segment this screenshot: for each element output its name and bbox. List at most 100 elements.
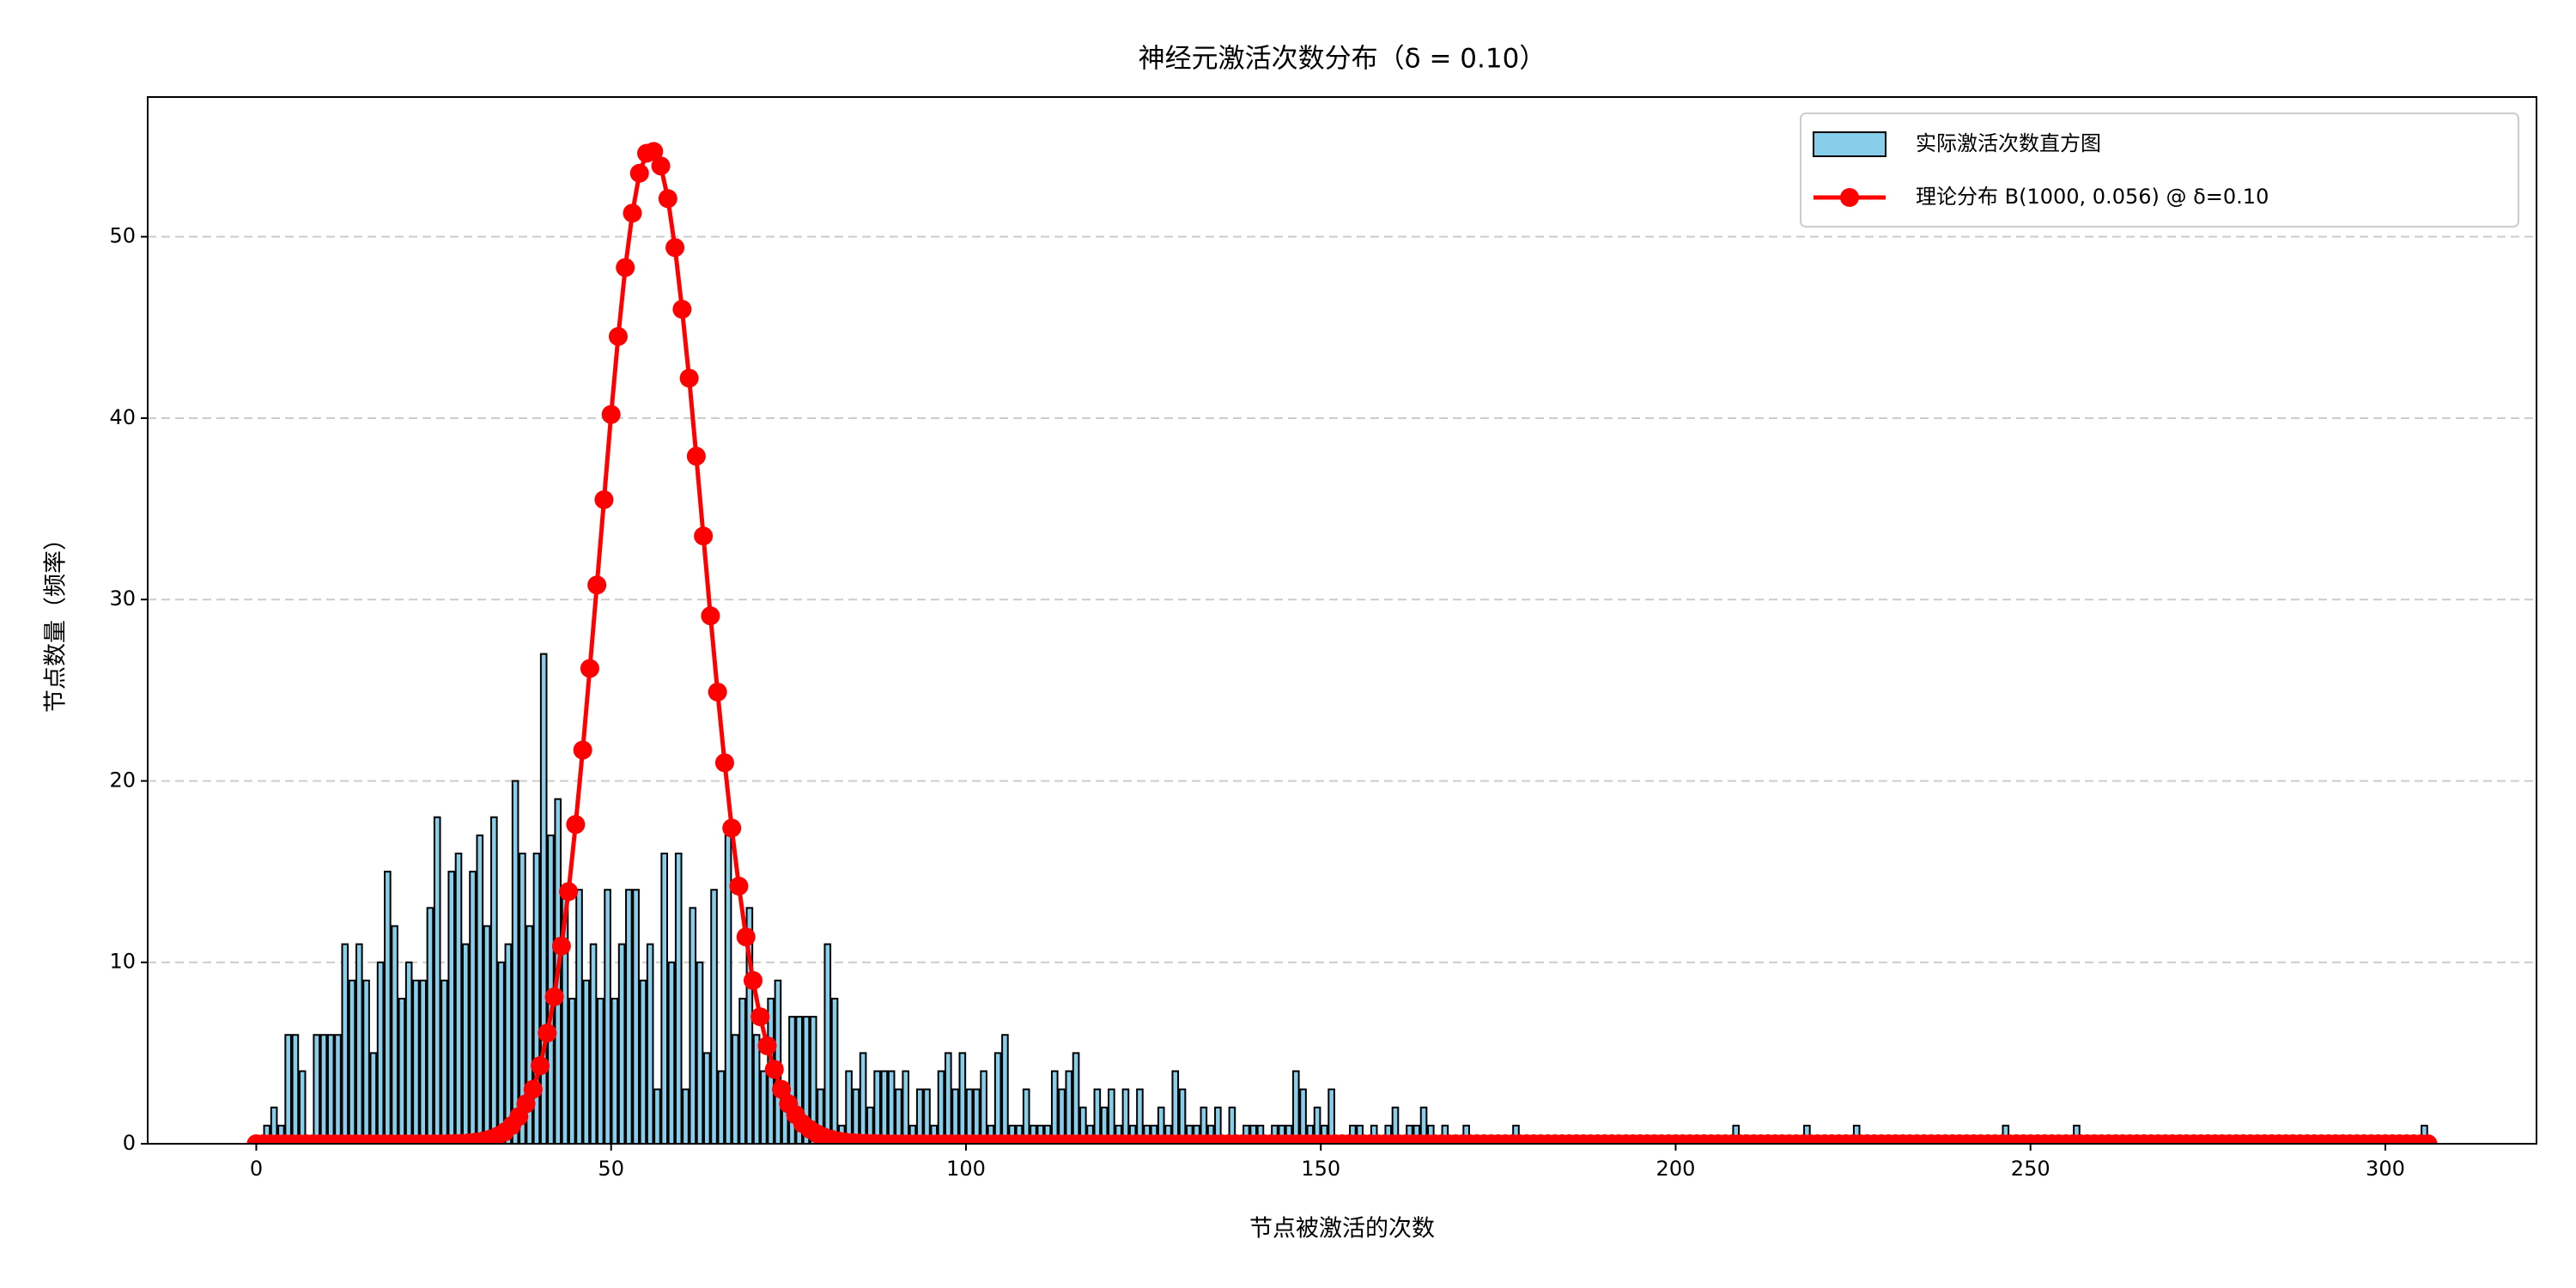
histogram-bar bbox=[696, 961, 704, 1144]
line-point bbox=[516, 1094, 536, 1114]
y-axis-label: 节点数量（频率） bbox=[43, 527, 70, 713]
x-axis-label: 节点被激活的次数 bbox=[1249, 1216, 1435, 1242]
line-point bbox=[772, 1079, 792, 1099]
histogram-bar bbox=[951, 1088, 959, 1144]
histogram-bar bbox=[795, 1016, 804, 1144]
histogram-bar bbox=[1108, 1088, 1115, 1144]
line-point bbox=[651, 156, 671, 176]
y-tick-label: 20 bbox=[109, 768, 136, 792]
histogram-bar bbox=[674, 852, 683, 1144]
legend-label: 理论分布 B(1000, 0.056) @ δ=0.10 bbox=[1916, 185, 2269, 209]
histogram-bar bbox=[809, 1016, 817, 1144]
histogram-bar bbox=[887, 1070, 896, 1144]
histogram-bar bbox=[660, 852, 668, 1144]
line-point bbox=[587, 575, 607, 595]
line-point bbox=[714, 753, 734, 773]
histogram-bar bbox=[391, 925, 398, 1144]
histogram-bar bbox=[646, 943, 654, 1144]
x-tick-label: 0 bbox=[250, 1157, 263, 1181]
histogram-bar bbox=[597, 997, 605, 1144]
x-tick-label: 300 bbox=[2366, 1157, 2405, 1181]
line-point bbox=[672, 300, 692, 319]
histogram-bar bbox=[830, 997, 839, 1144]
histogram-bar bbox=[958, 1052, 967, 1144]
histogram-bar bbox=[852, 1088, 860, 1144]
line-point bbox=[573, 740, 592, 760]
x-tick-label: 150 bbox=[1301, 1157, 1340, 1181]
line-point bbox=[694, 526, 714, 546]
line-point bbox=[729, 877, 749, 896]
histogram-bar bbox=[895, 1088, 902, 1144]
histogram-bar bbox=[689, 907, 697, 1144]
histogram-bar bbox=[539, 653, 548, 1144]
histogram-bar bbox=[873, 1070, 881, 1144]
histogram-bar bbox=[490, 816, 498, 1144]
histogram-bar bbox=[732, 1034, 739, 1144]
line-point bbox=[679, 368, 699, 388]
histogram-bar bbox=[1121, 1088, 1130, 1144]
histogram-bar bbox=[1072, 1052, 1080, 1144]
histogram-bar bbox=[568, 997, 576, 1144]
histogram-bar bbox=[667, 961, 676, 1144]
histogram-bar bbox=[1136, 1088, 1144, 1144]
line-point bbox=[551, 936, 571, 956]
histogram-bar bbox=[973, 1088, 981, 1144]
legend-marker bbox=[1840, 188, 1859, 207]
line-point bbox=[559, 882, 579, 902]
histogram-bar bbox=[923, 1088, 931, 1144]
legend-label: 实际激活次数直方图 bbox=[1916, 131, 2101, 155]
histogram-bar bbox=[419, 979, 427, 1144]
histogram-bar bbox=[483, 925, 491, 1144]
plot-frame bbox=[147, 96, 2537, 1145]
histogram-bar bbox=[426, 907, 434, 1144]
line-point bbox=[722, 818, 742, 838]
histogram-bar bbox=[1058, 1088, 1066, 1144]
plot-area bbox=[246, 142, 2438, 1144]
histogram-bar bbox=[575, 889, 583, 1144]
histogram-bar bbox=[1022, 1088, 1030, 1144]
histogram-bar bbox=[497, 961, 505, 1144]
histogram-bar bbox=[604, 889, 611, 1144]
y-tick-label: 40 bbox=[109, 405, 136, 429]
line-point bbox=[601, 404, 621, 424]
histogram-bar bbox=[1299, 1088, 1307, 1144]
histogram-bar bbox=[440, 979, 448, 1144]
chart-title: 神经元激活次数分布（δ = 0.10） bbox=[1139, 44, 1546, 75]
histogram-bar bbox=[717, 1070, 726, 1144]
line-point bbox=[608, 326, 628, 346]
line-point bbox=[750, 1007, 770, 1027]
histogram-bar bbox=[454, 852, 463, 1144]
histogram-bar bbox=[284, 1034, 292, 1144]
histogram-bar bbox=[802, 1016, 811, 1144]
x-tick-label: 250 bbox=[2011, 1157, 2050, 1181]
line-point bbox=[764, 1060, 784, 1079]
histogram-bar bbox=[702, 1052, 711, 1144]
histogram-bar bbox=[724, 834, 732, 1144]
histogram-bar bbox=[291, 1034, 300, 1144]
histogram-bar bbox=[738, 997, 746, 1144]
histogram-bar bbox=[1001, 1034, 1009, 1144]
histogram-bar bbox=[369, 1052, 378, 1144]
histogram-bar bbox=[447, 871, 456, 1144]
histogram-bar bbox=[362, 979, 370, 1144]
histogram-bar bbox=[1178, 1088, 1187, 1144]
line-point bbox=[616, 258, 635, 277]
line-point bbox=[523, 1079, 543, 1099]
histogram-bar bbox=[412, 979, 420, 1144]
line-point bbox=[665, 238, 685, 258]
histogram-bar bbox=[611, 997, 619, 1144]
histogram-bar bbox=[1093, 1088, 1102, 1144]
histogram-bar bbox=[589, 943, 598, 1144]
y-tick-label: 50 bbox=[109, 224, 136, 248]
line-point bbox=[644, 142, 664, 161]
histogram-bar bbox=[1050, 1070, 1059, 1144]
histogram-bar bbox=[469, 871, 477, 1144]
histogram-bar bbox=[937, 1070, 945, 1144]
histogram-bar bbox=[965, 1088, 974, 1144]
histogram-bar bbox=[902, 1070, 910, 1144]
histogram-bar bbox=[298, 1070, 307, 1144]
line-point bbox=[744, 970, 763, 990]
histogram-bar bbox=[398, 997, 406, 1144]
line-point bbox=[708, 682, 727, 702]
